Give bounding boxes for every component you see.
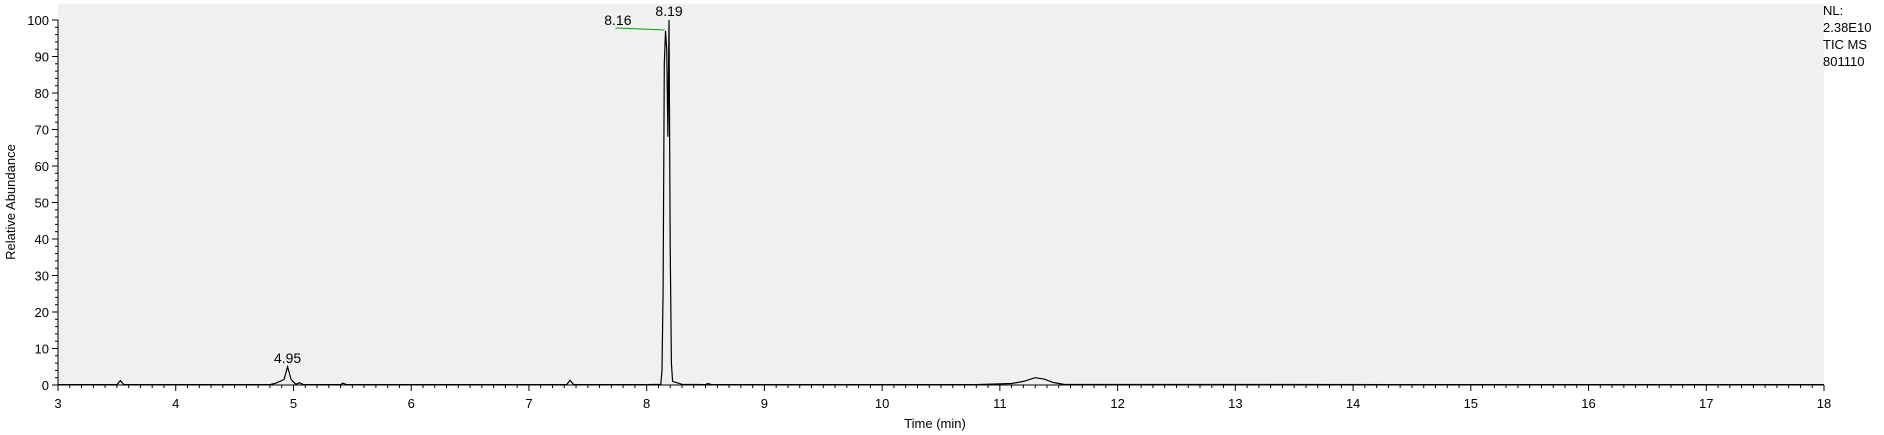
x-tick-label: 10 <box>875 396 889 411</box>
x-tick-label: 5 <box>290 396 297 411</box>
y-tick-label: 40 <box>35 232 49 247</box>
x-tick-label: 9 <box>761 396 768 411</box>
y-tick-label: 80 <box>35 86 49 101</box>
y-tick-label: 0 <box>42 378 49 393</box>
y-tick-label: 20 <box>35 305 49 320</box>
x-tick-label: 17 <box>1699 396 1713 411</box>
x-tick-label: 8 <box>643 396 650 411</box>
y-axis-title: Relative Abundance <box>3 144 18 260</box>
info-line: 801110 <box>1823 54 1864 69</box>
x-tick-label: 4 <box>172 396 179 411</box>
x-tick-label: 18 <box>1817 396 1831 411</box>
info-line: TIC MS <box>1823 37 1867 52</box>
x-tick-label: 7 <box>525 396 532 411</box>
x-tick-label: 15 <box>1464 396 1478 411</box>
info-block: NL: 2.38E10 TIC MS 801110 <box>1823 3 1871 69</box>
y-tick-label: 10 <box>35 342 49 357</box>
y-tick-label: 50 <box>35 196 49 211</box>
x-tick-label: 12 <box>1110 396 1124 411</box>
y-tick-label: 60 <box>35 159 49 174</box>
peak-label: 4.95 <box>274 350 301 366</box>
y-tick-label: 30 <box>35 269 49 284</box>
x-tick-label: 11 <box>993 396 1007 411</box>
x-tick-label: 13 <box>1228 396 1242 411</box>
x-tick-label: 6 <box>408 396 415 411</box>
y-tick-label: 70 <box>35 123 49 138</box>
tic-trace-line <box>58 19 1825 386</box>
info-line: 2.38E10 <box>1823 20 1871 35</box>
peak-label-leader-line <box>615 27 665 31</box>
y-tick-label: 100 <box>27 13 49 28</box>
x-tick-label: 16 <box>1581 396 1595 411</box>
x-axis-title: Time (min) <box>904 416 966 431</box>
info-line: NL: <box>1823 3 1843 18</box>
peak-label: 8.19 <box>655 3 682 19</box>
x-tick-label: 14 <box>1346 396 1360 411</box>
peak-label: 8.16 <box>604 12 631 28</box>
x-tick-label: 3 <box>54 396 61 411</box>
plot-area <box>58 4 1824 385</box>
y-tick-label: 90 <box>35 50 49 65</box>
